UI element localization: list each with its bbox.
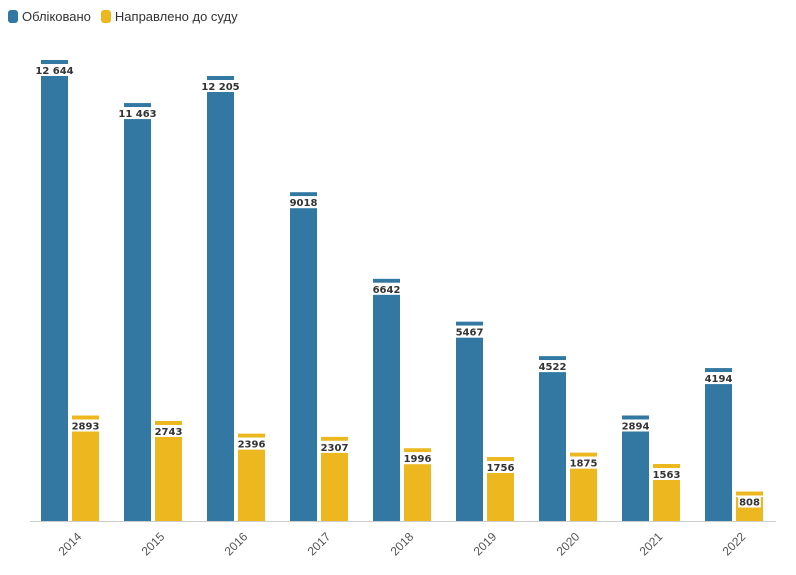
x-tick-2015: 2015 <box>139 529 168 558</box>
bar-registered-2020[interactable] <box>539 356 566 521</box>
x-tick-2017: 2017 <box>305 529 334 558</box>
data-label-registered-2022: 4194 <box>705 374 733 385</box>
data-label-bg <box>652 468 681 481</box>
data-label-registered-2017: 9018 <box>290 198 318 209</box>
x-tick-2022: 2022 <box>720 529 749 558</box>
data-label-registered-2019: 5467 <box>456 328 484 339</box>
data-label-sent-to-court-2017: 2307 <box>321 443 349 454</box>
data-label-bg <box>320 440 349 453</box>
data-label-bg <box>704 372 733 385</box>
legend-label-registered: Обліковано <box>22 9 91 24</box>
bar-registered-2016[interactable] <box>207 76 234 522</box>
x-tick-2021: 2021 <box>637 529 666 558</box>
legend-item-sent-to-court[interactable]: Направлено до суду <box>100 9 238 24</box>
bar-sent-to-court-2015[interactable] <box>155 420 182 521</box>
legend-label-sent-to-court: Направлено до суду <box>114 9 238 24</box>
data-label-registered-2021: 2894 <box>622 421 650 432</box>
data-label-sent-to-court-2015: 2743 <box>155 427 183 438</box>
bar-registered-2022[interactable] <box>705 368 732 521</box>
data-label-registered-2020: 4522 <box>539 362 567 373</box>
data-label-bg <box>403 452 432 465</box>
data-label-registered-2018: 6642 <box>373 285 401 296</box>
bar-registered-2019[interactable] <box>456 321 483 521</box>
data-label-bg <box>237 437 266 450</box>
data-label-bg <box>71 419 100 432</box>
legend-swatch-sent-to-court <box>100 10 111 23</box>
x-tick-2014: 2014 <box>56 529 85 558</box>
legend: Обліковано Направлено до суду <box>8 9 238 24</box>
bar-registered-2018[interactable] <box>373 278 400 521</box>
data-label-bg <box>621 419 650 432</box>
bar-registered-2017[interactable] <box>290 192 317 521</box>
x-tick-2019: 2019 <box>471 529 500 558</box>
data-label-bg <box>33 64 76 76</box>
bar-sent-to-court-2014[interactable] <box>72 415 99 521</box>
x-tick-2016: 2016 <box>222 529 251 558</box>
data-label-sent-to-court-2020: 1875 <box>570 459 598 470</box>
data-label-bg <box>538 360 567 373</box>
data-label-registered-2015: 11 463 <box>118 109 156 120</box>
data-label-bg <box>569 456 598 469</box>
data-label-bg <box>116 107 159 120</box>
data-label-sent-to-court-2018: 1996 <box>404 454 432 465</box>
bar-registered-2014[interactable] <box>41 60 68 521</box>
data-label-bg <box>486 460 515 473</box>
data-label-sent-to-court-2022: 808 <box>739 498 760 509</box>
data-label-registered-2014: 12 644 <box>35 66 73 77</box>
data-label-bg <box>738 495 761 508</box>
data-label-bg <box>455 325 484 338</box>
data-label-bg <box>372 282 401 295</box>
data-label-sent-to-court-2014: 2893 <box>72 422 100 433</box>
legend-swatch-registered <box>8 10 18 23</box>
bar-registered-2015[interactable] <box>124 103 151 521</box>
data-label-bg <box>199 80 242 93</box>
data-label-bg <box>154 424 183 437</box>
bar-registered-2021[interactable] <box>622 415 649 521</box>
legend-item-registered[interactable]: Обліковано <box>8 9 91 24</box>
data-label-sent-to-court-2019: 1756 <box>487 463 515 474</box>
data-label-sent-to-court-2021: 1563 <box>653 470 681 481</box>
data-label-bg <box>289 196 318 209</box>
data-label-sent-to-court-2016: 2396 <box>238 440 266 451</box>
data-label-registered-2016: 12 205 <box>201 82 239 93</box>
x-tick-2018: 2018 <box>388 529 417 558</box>
x-tick-2020: 2020 <box>554 529 583 558</box>
